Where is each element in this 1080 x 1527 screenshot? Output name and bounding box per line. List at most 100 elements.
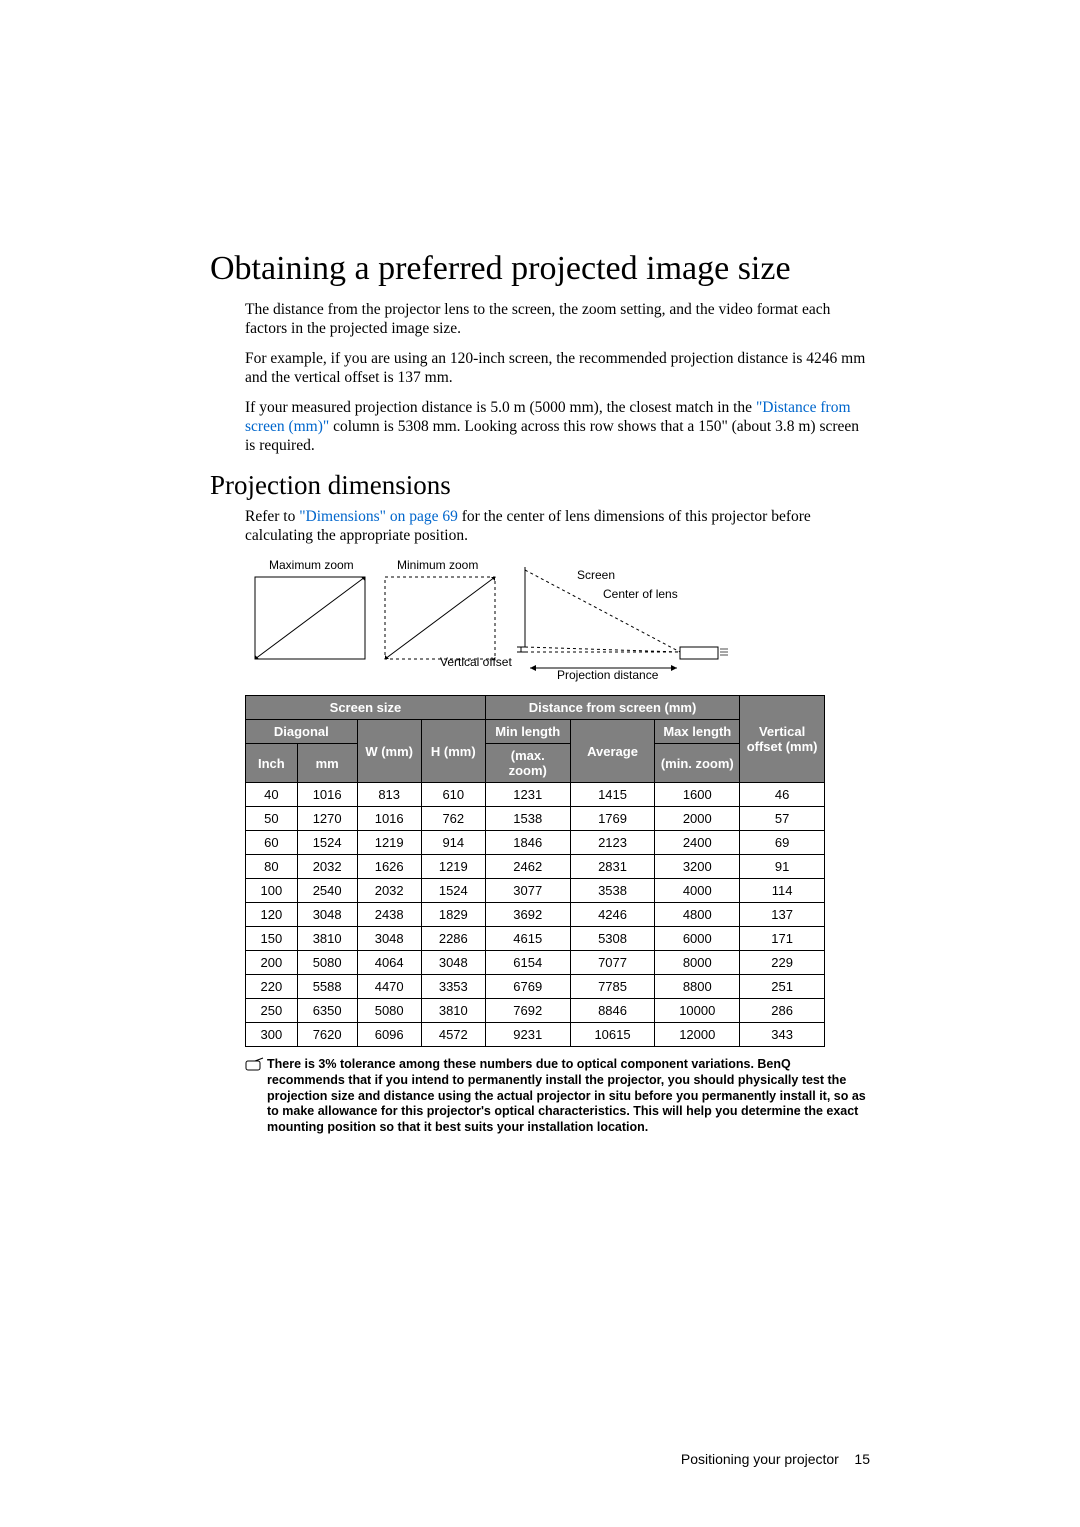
table-cell: 100 bbox=[246, 879, 298, 903]
table-cell: 2286 bbox=[421, 927, 485, 951]
footer-page: 15 bbox=[854, 1451, 870, 1467]
table-cell: 3810 bbox=[421, 999, 485, 1023]
table-cell: 2462 bbox=[485, 855, 570, 879]
th-distance: Distance from screen (mm) bbox=[485, 696, 739, 720]
page-footer: Positioning your projector 15 bbox=[681, 1451, 870, 1467]
page-title: Obtaining a preferred projected image si… bbox=[210, 250, 870, 288]
table-cell: 3692 bbox=[485, 903, 570, 927]
label-center-of-lens: Center of lens bbox=[603, 587, 678, 601]
note-icon bbox=[245, 1057, 267, 1135]
table-cell: 7785 bbox=[570, 975, 655, 999]
table-cell: 1016 bbox=[297, 783, 357, 807]
table-cell: 12000 bbox=[655, 1023, 740, 1047]
table-cell: 150 bbox=[246, 927, 298, 951]
table-cell: 813 bbox=[357, 783, 421, 807]
table-cell: 40 bbox=[246, 783, 298, 807]
table-cell: 2123 bbox=[570, 831, 655, 855]
table-cell: 10000 bbox=[655, 999, 740, 1023]
table-row: 2506350508038107692884610000286 bbox=[246, 999, 825, 1023]
table-cell: 3048 bbox=[357, 927, 421, 951]
table-cell: 1219 bbox=[421, 855, 485, 879]
table-cell: 3048 bbox=[297, 903, 357, 927]
footnote-text: There is 3% tolerance among these number… bbox=[267, 1057, 870, 1135]
table-cell: 250 bbox=[246, 999, 298, 1023]
table-cell: 7692 bbox=[485, 999, 570, 1023]
table-cell: 762 bbox=[421, 807, 485, 831]
paragraph-3a: If your measured projection distance is … bbox=[245, 399, 756, 416]
table-cell: 5080 bbox=[357, 999, 421, 1023]
table-cell: 220 bbox=[246, 975, 298, 999]
label-screen: Screen bbox=[577, 568, 615, 582]
th-min-length: Min length bbox=[485, 720, 570, 744]
table-cell: 4615 bbox=[485, 927, 570, 951]
sub-paragraph: Refer to "Dimensions" on page 69 for the… bbox=[245, 507, 870, 546]
table-row: 40101681361012311415160046 bbox=[246, 783, 825, 807]
sub-heading: Projection dimensions bbox=[210, 470, 870, 501]
table-cell: 3538 bbox=[570, 879, 655, 903]
table-cell: 6000 bbox=[655, 927, 740, 951]
table-cell: 8000 bbox=[655, 951, 740, 975]
table-cell: 91 bbox=[740, 855, 825, 879]
table-row: 601524121991418462123240069 bbox=[246, 831, 825, 855]
paragraph-1: The distance from the projector lens to … bbox=[245, 300, 870, 339]
footnote: There is 3% tolerance among these number… bbox=[245, 1057, 870, 1135]
table-cell: 120 bbox=[246, 903, 298, 927]
table-cell: 2438 bbox=[357, 903, 421, 927]
table-cell: 7077 bbox=[570, 951, 655, 975]
table-cell: 2032 bbox=[297, 855, 357, 879]
paragraph-2: For example, if you are using an 120-inc… bbox=[245, 349, 870, 388]
table-cell: 3200 bbox=[655, 855, 740, 879]
th-vertical-offset: Vertical offset (mm) bbox=[740, 696, 825, 783]
th-h: H (mm) bbox=[421, 720, 485, 783]
table-cell: 3810 bbox=[297, 927, 357, 951]
dimensions-link[interactable]: "Dimensions" on page 69 bbox=[299, 508, 458, 525]
table-cell: 1524 bbox=[421, 879, 485, 903]
table-cell: 46 bbox=[740, 783, 825, 807]
table-cell: 3077 bbox=[485, 879, 570, 903]
th-average: Average bbox=[570, 720, 655, 783]
th-max-length: Max length bbox=[655, 720, 740, 744]
table-cell: 2831 bbox=[570, 855, 655, 879]
table-cell: 6154 bbox=[485, 951, 570, 975]
table-cell: 57 bbox=[740, 807, 825, 831]
table-cell: 1846 bbox=[485, 831, 570, 855]
table-cell: 1415 bbox=[570, 783, 655, 807]
projection-table: Screen size Distance from screen (mm) Ve… bbox=[245, 695, 825, 1047]
th-screen-size: Screen size bbox=[246, 696, 486, 720]
table-cell: 5588 bbox=[297, 975, 357, 999]
table-cell: 5308 bbox=[570, 927, 655, 951]
table-cell: 1016 bbox=[357, 807, 421, 831]
table-row: 120304824381829369242464800137 bbox=[246, 903, 825, 927]
th-inch: Inch bbox=[246, 744, 298, 783]
th-w: W (mm) bbox=[357, 720, 421, 783]
table-cell: 200 bbox=[246, 951, 298, 975]
table-cell: 5080 bbox=[297, 951, 357, 975]
label-vertical-offset: Vertical offset bbox=[440, 655, 512, 669]
table-cell: 2032 bbox=[357, 879, 421, 903]
footer-text: Positioning your projector bbox=[681, 1451, 839, 1467]
table-cell: 1829 bbox=[421, 903, 485, 927]
th-diagonal: Diagonal bbox=[246, 720, 358, 744]
label-max-zoom: Maximum zoom bbox=[269, 558, 354, 572]
table-cell: 286 bbox=[740, 999, 825, 1023]
table-cell: 4572 bbox=[421, 1023, 485, 1047]
table-cell: 60 bbox=[246, 831, 298, 855]
table-row: 501270101676215381769200057 bbox=[246, 807, 825, 831]
table-cell: 4064 bbox=[357, 951, 421, 975]
table-cell: 914 bbox=[421, 831, 485, 855]
table-cell: 6096 bbox=[357, 1023, 421, 1047]
th-mm: mm bbox=[297, 744, 357, 783]
table-cell: 229 bbox=[740, 951, 825, 975]
th-min-zoom: (min. zoom) bbox=[655, 744, 740, 783]
table-cell: 9231 bbox=[485, 1023, 570, 1047]
table-cell: 3353 bbox=[421, 975, 485, 999]
table-cell: 8846 bbox=[570, 999, 655, 1023]
table-row: 200508040643048615470778000229 bbox=[246, 951, 825, 975]
table-cell: 251 bbox=[740, 975, 825, 999]
table-cell: 4800 bbox=[655, 903, 740, 927]
table-row: 150381030482286461553086000171 bbox=[246, 927, 825, 951]
table-cell: 4470 bbox=[357, 975, 421, 999]
table-cell: 6769 bbox=[485, 975, 570, 999]
table-cell: 343 bbox=[740, 1023, 825, 1047]
table-cell: 1626 bbox=[357, 855, 421, 879]
